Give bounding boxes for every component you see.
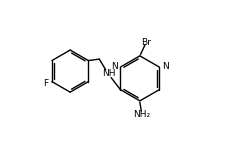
Text: Br: Br (141, 38, 151, 47)
Text: F: F (43, 79, 49, 88)
Text: NH₂: NH₂ (132, 110, 149, 119)
Text: N: N (111, 62, 118, 71)
Text: N: N (161, 62, 168, 71)
Text: NH: NH (101, 69, 115, 78)
